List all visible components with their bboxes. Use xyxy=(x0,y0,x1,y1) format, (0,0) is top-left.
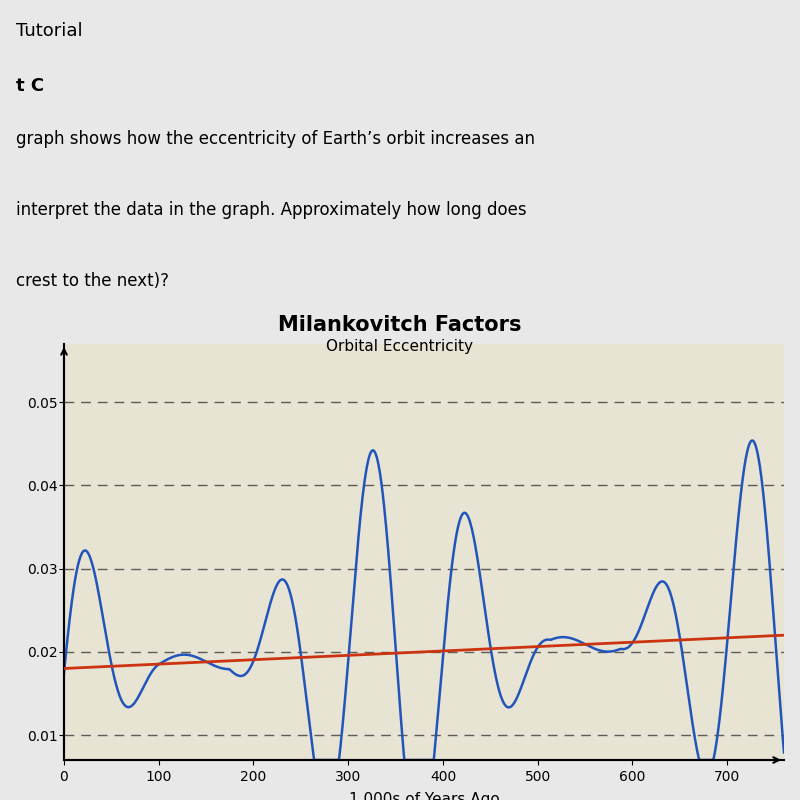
Text: Orbital Eccentricity: Orbital Eccentricity xyxy=(326,339,474,354)
Text: t C: t C xyxy=(16,77,44,95)
X-axis label: 1,000s of Years Ago: 1,000s of Years Ago xyxy=(349,792,499,800)
Text: Tutorial: Tutorial xyxy=(16,22,82,40)
Text: Milankovitch Factors: Milankovitch Factors xyxy=(278,315,522,335)
Text: graph shows how the eccentricity of Earth’s orbit increases an: graph shows how the eccentricity of Eart… xyxy=(16,130,535,148)
Text: interpret the data in the graph. Approximately how long does: interpret the data in the graph. Approxi… xyxy=(16,202,526,219)
Text: crest to the next)?: crest to the next)? xyxy=(16,273,169,290)
